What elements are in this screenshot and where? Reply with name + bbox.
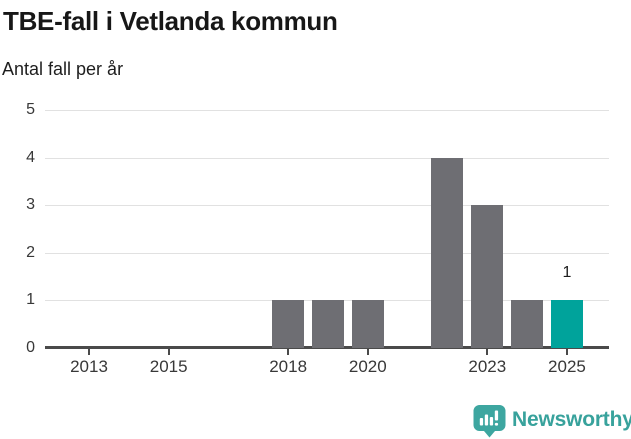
x-axis-label-2020: 2020 (348, 357, 387, 376)
bar-2023 (471, 205, 504, 348)
chart-subtitle: Antal fall per år (2, 59, 124, 79)
newsworthy-brand-text: Newsworthy (512, 408, 631, 431)
x-tick-2023 (486, 348, 489, 355)
bar-2025 (550, 300, 583, 348)
gridline-y2 (45, 252, 609, 254)
y-axis-label-3: 3 (26, 196, 35, 213)
gridline-y3 (45, 205, 609, 206)
x-tick-2013 (88, 348, 90, 355)
chart-title: TBE-fall i Vetlanda kommun (3, 6, 338, 36)
gridline-y4 (45, 157, 609, 159)
x-axis-label-2023: 2023 (468, 357, 507, 376)
x-axis-label-2015: 2015 (149, 357, 188, 376)
bar-2022 (431, 157, 464, 348)
gridline-y5 (45, 110, 609, 111)
x-axis-label-2018: 2018 (269, 357, 308, 376)
x-tick-2025 (565, 348, 568, 355)
x-tick-2020 (366, 348, 369, 355)
y-axis-label-2: 2 (26, 243, 35, 261)
bar-2018 (272, 300, 305, 348)
y-axis-label-5: 5 (26, 101, 35, 118)
y-axis-label-0: 0 (26, 338, 35, 356)
y-axis-label-1: 1 (26, 291, 35, 308)
x-tick-2015 (167, 348, 170, 355)
x-axis-label-2025: 2025 (548, 357, 586, 376)
x-tick-2018 (287, 348, 290, 355)
bar-2020 (351, 300, 384, 348)
bar-2024 (511, 300, 544, 348)
newsworthy-brand: Newsworthy (473, 405, 631, 438)
x-axis-label-2013: 2013 (70, 357, 108, 376)
bar-2019 (311, 300, 344, 348)
newsworthy-logo-icon (473, 405, 506, 438)
data-label-2025: 1 (562, 264, 572, 281)
y-axis-label-4: 4 (26, 148, 35, 166)
